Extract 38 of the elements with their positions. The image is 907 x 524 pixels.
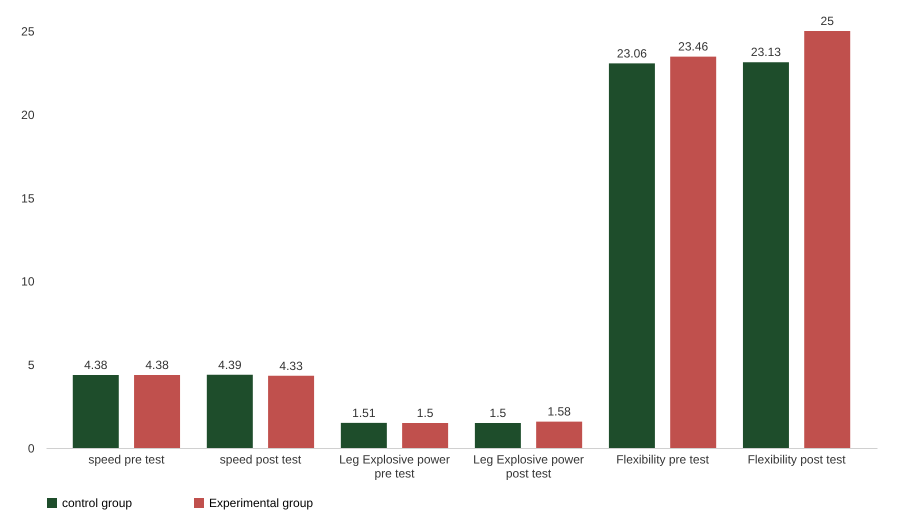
y-tick-label: 15 xyxy=(21,191,35,206)
bar xyxy=(134,374,180,448)
bar xyxy=(340,422,387,448)
bar xyxy=(268,376,314,448)
x-tick-label: Flexibility post test xyxy=(748,452,846,466)
data-label: 4.33 xyxy=(279,358,304,373)
y-tick-label: 0 xyxy=(28,442,35,456)
y-tick-label: 5 xyxy=(28,358,35,372)
y-tick-label: 10 xyxy=(21,274,35,289)
bar xyxy=(474,422,521,448)
data-label: 4.39 xyxy=(218,358,242,372)
data-label: 1.5 xyxy=(416,406,434,420)
bar xyxy=(206,374,253,448)
x-tick-label: speed post test xyxy=(220,452,302,466)
data-label: 4.38 xyxy=(145,358,170,372)
data-label: 1.51 xyxy=(352,406,376,420)
x-tick-label: Leg Explosive power post test xyxy=(473,452,584,480)
bar xyxy=(804,31,850,448)
data-label: 23.46 xyxy=(678,40,709,54)
data-label: 23.13 xyxy=(750,45,782,60)
bar xyxy=(608,63,655,448)
x-tick-label: Flexibility pre test xyxy=(616,452,710,466)
data-label: 25 xyxy=(820,14,834,28)
bar xyxy=(402,422,448,448)
data-label: 1.5 xyxy=(490,406,507,420)
legend-label: Experimental group xyxy=(209,496,314,510)
bar xyxy=(72,374,119,448)
x-tick-label: speed pre test xyxy=(88,452,166,466)
data-label: 23.06 xyxy=(616,46,648,60)
data-label: 4.38 xyxy=(84,358,108,372)
y-tick-label: 25 xyxy=(21,24,35,38)
y-tick-label: 20 xyxy=(21,108,35,122)
x-tick-label: Leg Explosive power pre test xyxy=(339,452,450,480)
bar xyxy=(742,62,789,448)
bar xyxy=(670,56,716,448)
data-label: 1.58 xyxy=(547,404,572,419)
legend-label: control group xyxy=(62,496,132,510)
bar xyxy=(536,422,582,448)
